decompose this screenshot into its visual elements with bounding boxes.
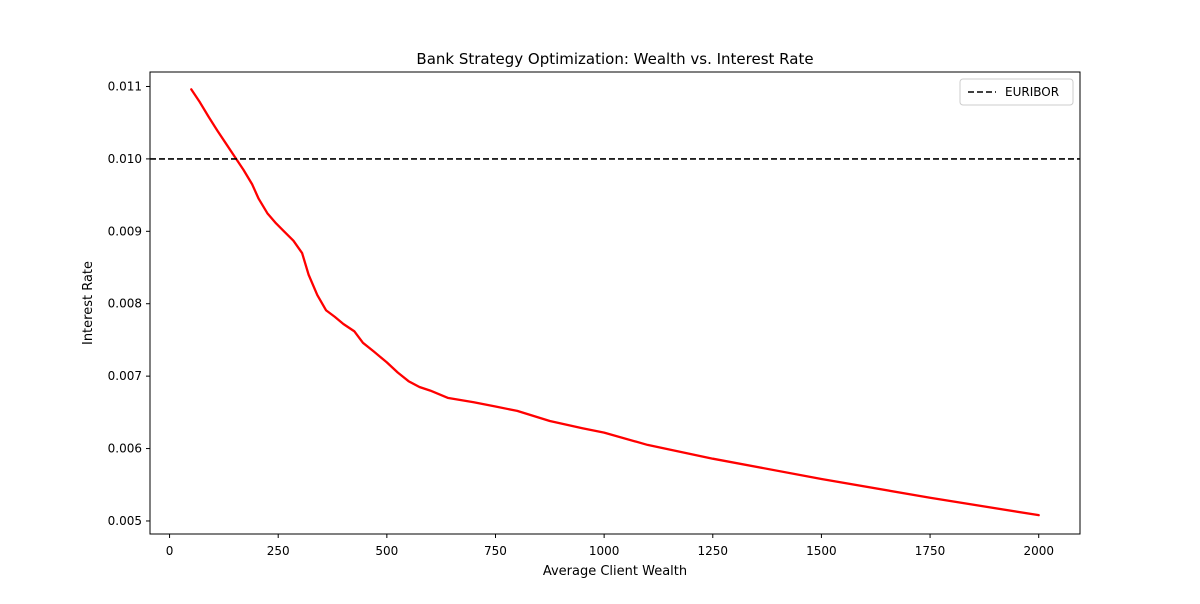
x-tick-label: 750 xyxy=(484,544,507,558)
y-tick-label: 0.007 xyxy=(108,369,142,383)
x-tick-label: 1750 xyxy=(915,544,946,558)
x-tick-label: 2000 xyxy=(1023,544,1054,558)
axes-frame xyxy=(149,71,1081,535)
plot-area: 0 250 500 750 1000 1250 1500 1750 2000 0.005 0.006… xyxy=(108,71,1081,558)
y-tick-label: 0.008 xyxy=(108,297,142,311)
x-tick-label: 0 xyxy=(166,544,174,558)
chart-title: Bank Strategy Optimization: Wealth vs. I… xyxy=(416,50,813,68)
x-tick-label: 1250 xyxy=(698,544,729,558)
series-line-interest-rate xyxy=(190,88,1040,517)
x-tick-label: 500 xyxy=(375,544,398,558)
y-tick-label: 0.006 xyxy=(108,442,142,456)
x-tick-label: 1500 xyxy=(806,544,837,558)
legend: EURIBOR xyxy=(959,78,1074,106)
legend-label-euribor: EURIBOR xyxy=(1005,85,1059,99)
y-tick-label: 0.010 xyxy=(108,152,142,166)
x-axis-label: Average Client Wealth xyxy=(543,564,687,579)
y-tick-label: 0.009 xyxy=(108,224,142,238)
y-tick-label: 0.005 xyxy=(108,514,142,528)
y-axis-label: Interest Rate xyxy=(81,261,96,345)
legend-box xyxy=(959,78,1074,106)
y-tick-label: 0.011 xyxy=(108,79,142,93)
x-tick-label: 1000 xyxy=(589,544,620,558)
x-tick-label: 250 xyxy=(267,544,290,558)
